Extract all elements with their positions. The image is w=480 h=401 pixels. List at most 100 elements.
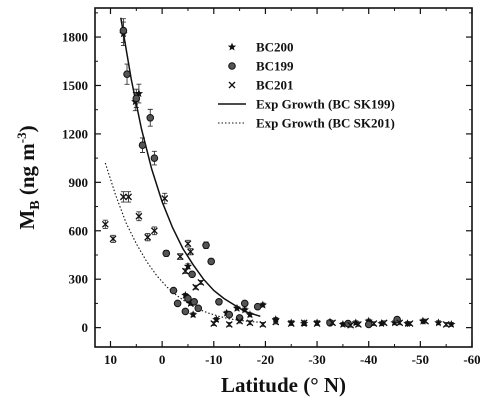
data-point-x <box>176 253 184 261</box>
data-point-star <box>377 319 386 328</box>
data-point-circle <box>123 70 131 78</box>
data-point-x <box>329 319 337 327</box>
data-point-x <box>236 317 244 325</box>
legend-label: BC201 <box>256 78 294 93</box>
y-tick-label: 1800 <box>62 30 88 45</box>
data-point-circle <box>169 286 178 295</box>
data-point-circle <box>364 320 373 329</box>
legend-marker-circle <box>228 62 236 70</box>
x-axis-label: Latitude (° N) <box>221 373 346 397</box>
data-point-x <box>109 235 117 243</box>
data-point-x <box>259 320 267 328</box>
data-point-x <box>442 320 450 328</box>
data-point-x <box>246 319 254 327</box>
x-tick-label: -10 <box>205 352 222 367</box>
legend-label: Exp Growth (BC SK199) <box>256 97 395 112</box>
data-point-x <box>313 320 321 328</box>
plot-frame <box>94 7 473 348</box>
data-point-star <box>258 300 268 309</box>
data-point-circle <box>184 294 192 303</box>
data-point-star <box>183 261 193 270</box>
data-point-x <box>225 320 233 328</box>
data-point-x <box>144 233 152 241</box>
data-point-star <box>245 310 255 319</box>
data-point-star <box>287 318 296 327</box>
data-point-x <box>197 278 205 286</box>
y-tick-label: 300 <box>69 272 89 287</box>
data-point-x <box>210 320 218 328</box>
data-point-circle <box>194 304 203 313</box>
data-point-star <box>240 305 249 314</box>
legend-label: BC199 <box>256 59 294 74</box>
data-point-circle <box>181 307 190 316</box>
x-tick-label: -20 <box>257 352 274 367</box>
x-tick-label: -40 <box>360 352 377 367</box>
data-point-star <box>181 290 190 299</box>
legend-label: Exp Growth (BC SK201) <box>256 116 395 131</box>
data-point-circle <box>225 310 234 319</box>
x-tick-label: -60 <box>463 352 480 367</box>
data-point-circle <box>190 298 198 306</box>
data-point-star <box>186 299 195 307</box>
data-point-x <box>287 320 295 328</box>
y-tick-label: 600 <box>69 223 89 238</box>
data-point-circle <box>202 241 210 250</box>
data-point-x <box>354 320 362 328</box>
data-point-star <box>390 318 399 327</box>
data-point-star <box>271 315 280 324</box>
data-point-star <box>134 89 144 98</box>
legend-marker-x <box>228 81 236 89</box>
ticks-layer: 10 0 -10 -20 -30 -40 -50 -60 0 300 600 900 1200 1500 1… <box>62 8 480 367</box>
data-point-circle <box>119 26 128 35</box>
fit-curve-dotted <box>104 162 261 323</box>
data-point-x <box>184 240 192 248</box>
data-point-x <box>380 319 388 327</box>
data-point-star <box>338 320 348 328</box>
y-tick-label: 0 <box>82 320 89 335</box>
data-point-x <box>406 320 414 328</box>
data-point-star <box>232 303 242 312</box>
data-point-x <box>150 227 158 235</box>
x-tick-label: 0 <box>159 352 166 367</box>
x-tick-label: 10 <box>104 352 117 367</box>
data-point-star <box>212 315 221 324</box>
data-point-x <box>370 320 378 328</box>
data-point-circle <box>240 299 249 308</box>
data-point-x <box>347 321 355 329</box>
data-point-x <box>161 195 169 202</box>
data-point-circle <box>207 257 215 266</box>
data-point-x <box>119 193 127 201</box>
markers-layer <box>101 26 456 329</box>
data-point-circle <box>138 141 147 150</box>
legend-marker-star <box>227 42 237 51</box>
data-point-x <box>101 220 109 228</box>
x-tick-label: -30 <box>308 352 325 367</box>
y-axis-label: MB (ng m-3) <box>14 125 43 229</box>
data-point-circle <box>215 298 223 306</box>
data-point-x <box>187 248 195 256</box>
data-point-circle <box>150 154 159 162</box>
data-point-x <box>396 319 404 327</box>
legend: BC200 BC199 BC201 Exp Growth (BC SK199) Exp … <box>218 40 395 131</box>
data-point-circle <box>253 302 262 311</box>
data-point-x <box>125 193 133 201</box>
data-point-x <box>135 212 143 220</box>
data-point-star <box>447 320 456 328</box>
y-tick-label: 1500 <box>62 78 88 93</box>
data-point-star <box>418 316 428 325</box>
fit-curves-layer <box>104 17 261 323</box>
data-point-circle <box>188 270 196 279</box>
data-point-circle <box>162 249 171 258</box>
data-point-circle <box>132 94 141 103</box>
data-point-star <box>188 310 198 319</box>
data-point-star <box>434 318 443 327</box>
data-point-circle <box>146 113 155 122</box>
legend-label: BC200 <box>256 40 294 55</box>
data-point-x <box>422 317 429 325</box>
y-tick-label: 900 <box>69 175 89 190</box>
data-point-x <box>272 318 280 326</box>
x-tick-label: -50 <box>412 352 429 367</box>
y-tick-label: 1200 <box>62 126 88 141</box>
data-point-x <box>181 267 189 275</box>
